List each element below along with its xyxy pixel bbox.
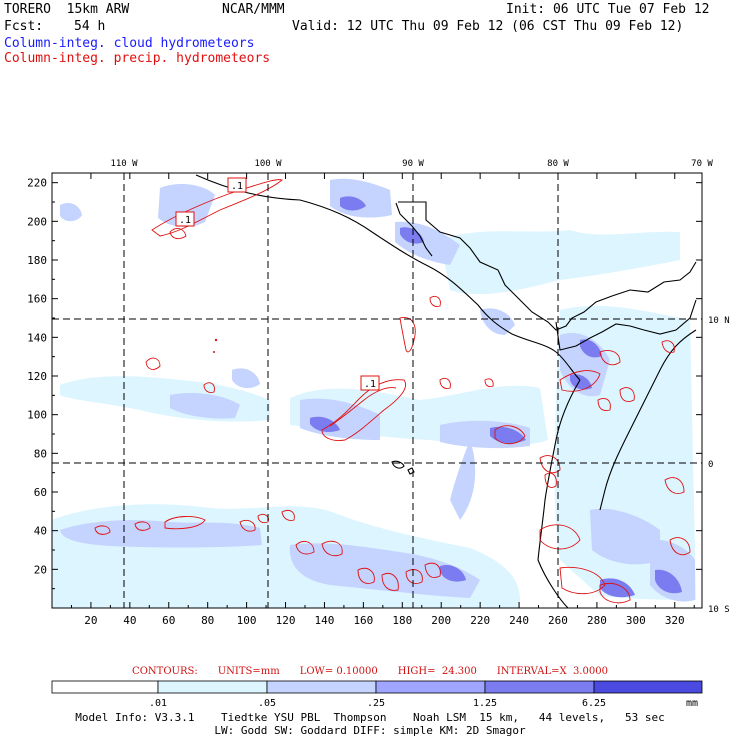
contour-info-interval: INTERVAL=X 3.0000 <box>496 666 608 677</box>
x-tick-label: 240 <box>509 614 529 627</box>
lat-label: 10 N <box>708 316 730 326</box>
footer-model-info: Model Info: V3.3.1 Tiedtke YSU PBL Thomp… <box>75 711 665 724</box>
y-tick-label: 80 <box>34 447 47 460</box>
y-tick-label: 200 <box>27 215 47 228</box>
x-tick-label: 120 <box>276 614 296 627</box>
contour-info-label: CONTOURS: <box>132 666 198 677</box>
colorbar: .01 .05 .25 1.25 6.25 mm <box>51 680 703 709</box>
y-tick-label: 180 <box>27 254 47 267</box>
x-tick-label: 140 <box>315 614 335 627</box>
x-tick-label: 80 <box>201 614 214 627</box>
org-label: NCAR/MMM <box>222 2 285 17</box>
model-title: TORERO 15km ARW <box>4 2 130 17</box>
y-tick-label: 60 <box>34 486 47 499</box>
colorbar-level: .01 <box>149 698 167 709</box>
latitude-labels: 10 N 0 10 S <box>708 316 730 615</box>
precip-dots <box>213 338 218 353</box>
colorbar-swatch <box>593 680 703 694</box>
legend-precip: Column-integ. precip. hydrometeors <box>4 51 271 66</box>
lon-label: 70 W <box>691 159 713 169</box>
x-tick-label: 320 <box>665 614 685 627</box>
x-tick-label: 180 <box>392 614 412 627</box>
contour-label: .1 <box>179 215 191 226</box>
graticule <box>52 173 702 608</box>
x-tick-label: 160 <box>353 614 373 627</box>
colorbar-unit: mm <box>686 698 698 709</box>
contour-info-high: HIGH= 24.300 <box>397 666 477 677</box>
contour-labels: .1 .1 .1 <box>175 177 380 391</box>
colorbar-swatch <box>484 680 595 694</box>
y-tick-label: 160 <box>27 293 47 306</box>
x-tick-label: 220 <box>470 614 490 627</box>
contour-label: .1 <box>231 181 243 192</box>
contour-label-box <box>360 375 380 391</box>
x-tick-label: 200 <box>431 614 451 627</box>
colorbar-swatch <box>375 680 486 694</box>
contour-label-box <box>227 177 247 193</box>
colorbar-level: 1.25 <box>473 698 497 709</box>
precip-contours <box>94 179 691 604</box>
lat-label: 10 S <box>708 605 730 615</box>
lon-label: 90 W <box>402 159 424 169</box>
contour-label-box <box>175 211 195 227</box>
y-tick-label: 220 <box>27 177 47 190</box>
x-tick-label: 20 <box>84 614 97 627</box>
x-tick-label: 300 <box>626 614 646 627</box>
lat-label: 0 <box>708 460 713 470</box>
contour-info-low: LOW= 0.10000 <box>299 666 378 677</box>
x-axis: 20 40 60 80 100 120 140 160 180 200 220 240 260 280 30… <box>70 173 695 627</box>
y-tick-label: 120 <box>27 370 47 383</box>
fcst-value: 54 h <box>74 19 106 34</box>
init-time: Init: 06 UTC Tue 07 Feb 12 <box>506 2 710 17</box>
x-tick-label: 100 <box>237 614 257 627</box>
coastlines <box>195 174 697 609</box>
y-axis: 20 40 60 80 100 120 140 160 180 200 220 <box>27 177 702 590</box>
lon-label: 110 W <box>110 159 138 169</box>
valid-time: Valid: 12 UTC Thu 09 Feb 12 (06 CST Thu … <box>292 19 684 34</box>
longitude-labels: 110 W 100 W 90 W 80 W 70 W <box>110 159 713 169</box>
fcst-label: Fcst: <box>4 19 44 34</box>
cloud-field <box>52 178 696 608</box>
contour-info-units: UNITS=mm <box>217 666 280 677</box>
y-tick-label: 20 <box>34 563 47 576</box>
footer-physics-info: LW: Godd SW: Goddard DIFF: simple KM: 2D… <box>214 724 526 737</box>
y-tick-label: 40 <box>34 525 47 538</box>
colorbar-swatch <box>266 680 377 694</box>
y-tick-label: 100 <box>27 409 47 422</box>
lon-label: 100 W <box>254 159 282 169</box>
x-tick-label: 280 <box>587 614 607 627</box>
colorbar-swatch <box>51 680 159 694</box>
colorbar-swatch <box>157 680 268 694</box>
plot-frame <box>51 172 703 609</box>
colorbar-level: 6.25 <box>582 698 606 709</box>
x-tick-label: 60 <box>162 614 175 627</box>
legend-cloud: Column-integ. cloud hydrometeors <box>4 36 255 51</box>
y-tick-label: 140 <box>27 331 47 344</box>
contour-label: .1 <box>364 379 376 390</box>
x-tick-label: 260 <box>548 614 568 627</box>
colorbar-level: .05 <box>258 698 276 709</box>
x-tick-label: 40 <box>123 614 136 627</box>
lon-label: 80 W <box>547 159 569 169</box>
contour-info: CONTOURS: UNITS=mm LOW= 0.10000 HIGH= 24.30… <box>0 666 740 677</box>
colorbar-level: .25 <box>367 698 385 709</box>
